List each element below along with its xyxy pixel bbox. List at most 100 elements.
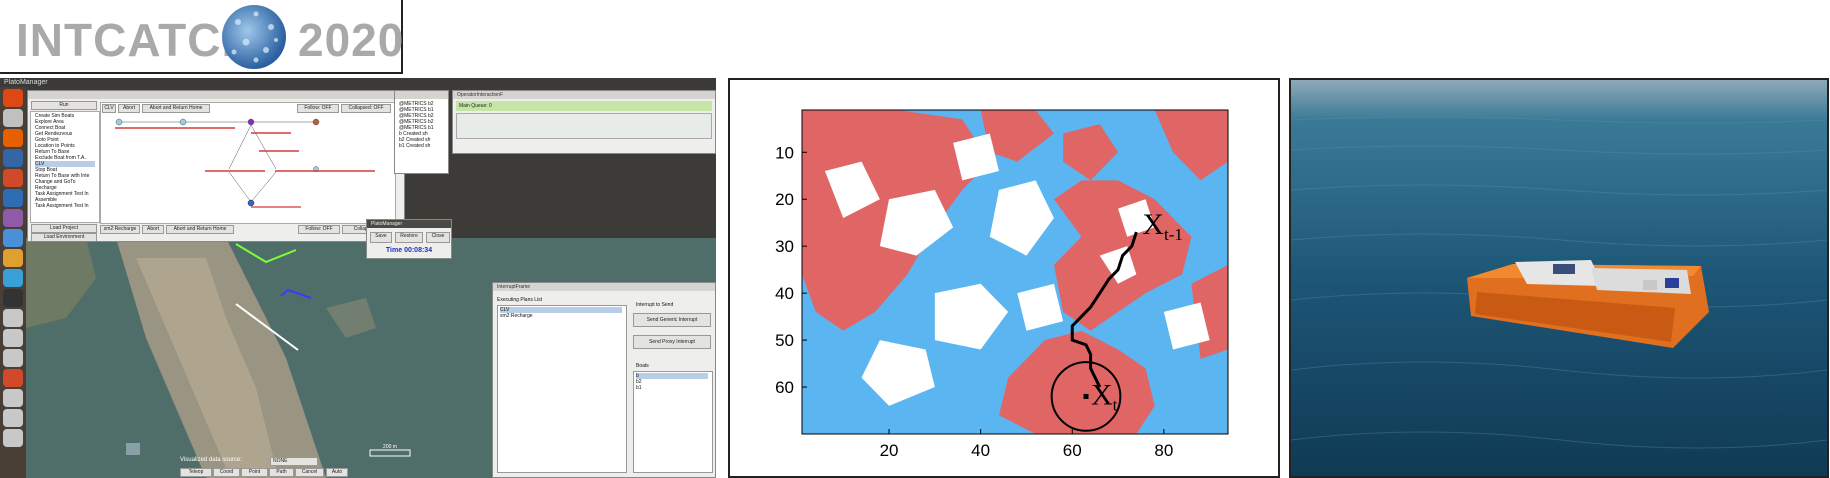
app3-icon[interactable] [3, 229, 23, 247]
menu-item[interactable]: Return To Base with Inte [35, 173, 90, 179]
elapsed-time: Time 00:08:34 [385, 247, 433, 254]
unknown-region [934, 283, 1009, 350]
load-environment-button[interactable]: Load Environment [31, 233, 97, 241]
app8-icon[interactable] [3, 369, 23, 387]
abort-return-button[interactable]: Abort and Return Home [142, 104, 210, 113]
collapsed-toggle[interactable]: Collapsed: OFF [341, 104, 391, 113]
app-icon[interactable] [3, 169, 23, 187]
boat-item[interactable]: b [636, 373, 708, 379]
executing-plan-item[interactable]: CLV [500, 307, 622, 313]
queue-panel[interactable] [456, 113, 712, 139]
unknown-region [1118, 199, 1155, 237]
menu-item[interactable]: Explore Area [35, 119, 64, 125]
sensing-circle [1050, 361, 1122, 432]
menu-item[interactable]: Location to Points [35, 143, 75, 149]
terminal2-icon[interactable] [3, 289, 23, 307]
satellite-map[interactable]: 200 m [26, 238, 716, 478]
log-line: b2 Created sh [399, 137, 431, 143]
app10-icon[interactable] [3, 409, 23, 427]
app-launcher [0, 87, 26, 478]
system-top-bar: PlatoManager [0, 78, 716, 87]
menu-item[interactable]: Change and GoTo [35, 179, 76, 185]
unknown-region [989, 180, 1054, 256]
files-icon[interactable] [3, 109, 23, 127]
cancel-button[interactable]: Cancel [295, 468, 324, 477]
app4-icon[interactable] [3, 249, 23, 267]
menu-item[interactable]: Create Sim Boats [35, 113, 75, 119]
restore-button[interactable]: Restore [395, 232, 423, 243]
run-menu-header[interactable]: Run [31, 101, 97, 110]
menu-item-selected[interactable]: CLV [35, 161, 95, 167]
log-line: @METRICS b2 [399, 119, 434, 125]
boat-item[interactable]: b2 [636, 379, 642, 385]
obstacle-region [998, 330, 1155, 434]
teleop-button[interactable]: Teleop [180, 468, 212, 477]
coord-button[interactable]: Coord [213, 468, 240, 477]
follow2-toggle[interactable]: Follow: OFF [298, 225, 340, 234]
settings-icon[interactable] [3, 189, 23, 207]
operator-interaction-window: OperatorInteractionF Main Queue: 0 [452, 90, 716, 154]
x-tick-label: 80 [1154, 441, 1173, 460]
boat-item[interactable]: b1 [636, 385, 642, 391]
menu-item[interactable]: Exclude Boat from T.A. [35, 155, 86, 161]
unknown-region [824, 161, 880, 218]
follow-toggle[interactable]: Follow: OFF [297, 104, 339, 113]
menu-item[interactable]: Goto Point [35, 137, 59, 143]
skype-icon[interactable] [3, 269, 23, 287]
executing-plans-list[interactable]: CLV sm2:Recharge [497, 305, 627, 473]
map-ticks: 20 40 60 80 10 20 30 40 50 60 [775, 109, 1229, 460]
abort-button[interactable]: Abort [118, 104, 140, 113]
send-generic-interrupt-button[interactable]: Send Generic Interrupt [633, 313, 711, 327]
log-line: @METRICS b1 [399, 107, 434, 113]
app2-icon[interactable] [3, 209, 23, 227]
save-button[interactable]: Save [370, 232, 392, 243]
data-source-select[interactable]: NONE [270, 457, 318, 466]
boats-list[interactable]: b b2 b1 [633, 371, 713, 473]
app6-icon[interactable] [3, 329, 23, 347]
plan-manager-titlebar [28, 91, 404, 99]
trash-icon[interactable] [3, 429, 23, 447]
send-proxy-interrupt-button[interactable]: Send Proxy Interrupt [633, 335, 711, 349]
ubuntu-icon[interactable] [3, 89, 23, 107]
load-project-button[interactable]: Load Project [31, 224, 97, 233]
boats-label: Boats [636, 363, 649, 369]
plan2-name-label: sm2:Recharge [100, 225, 140, 234]
point-button[interactable]: Point [241, 468, 268, 477]
close-button[interactable]: Close [426, 232, 450, 243]
plan-graph-area[interactable]: CLV Abort Abort and Return Home Follow: … [100, 102, 396, 224]
path-button[interactable]: Path [269, 468, 294, 477]
obstacle-region [980, 110, 1054, 162]
executing-plans-label: Executing Plans List [497, 297, 543, 303]
menu-item[interactable]: Return To Base [35, 149, 70, 155]
auto-button[interactable]: Auto [326, 468, 348, 477]
obstacle-region [1063, 124, 1119, 181]
abort2-button[interactable]: Abort [142, 225, 164, 234]
menu-item[interactable]: Connect Boat [35, 125, 66, 131]
app7-icon[interactable] [3, 349, 23, 367]
menu-item[interactable]: Stop Boat [35, 167, 57, 173]
firefox-icon[interactable] [3, 129, 23, 147]
log-window: @METRICS b2 @METRICS b1 @METRICS b2 @MET… [394, 90, 449, 174]
current-position-label: Xt [1091, 378, 1118, 414]
map-plot-area [802, 110, 1228, 434]
abort-return2-button[interactable]: Abort and Return Home [166, 225, 234, 234]
operator-title: OperatorInteractionF [453, 91, 715, 99]
y-tick-label: 30 [775, 237, 794, 256]
log-line: b1 Created sh [399, 143, 431, 149]
menu-item[interactable]: Task Assignment Test In [35, 203, 89, 209]
menu-item[interactable]: Task Assignment Test In [35, 191, 89, 197]
interrupt-send-label: Interrupt to Send [636, 302, 674, 308]
terminal-icon[interactable] [3, 149, 23, 167]
menu-item[interactable]: Assemble [35, 197, 57, 203]
queue-label: Main Queue: 0 [456, 101, 712, 111]
y-tick-label: 20 [775, 190, 794, 209]
app5-icon[interactable] [3, 309, 23, 327]
current-position-marker [1083, 393, 1089, 399]
menu-item[interactable]: Get Rendezvous [35, 131, 73, 137]
x-tick-label: 40 [971, 441, 990, 460]
app9-icon[interactable] [3, 389, 23, 407]
boat-icon [1467, 260, 1709, 348]
menu-item[interactable]: Recharge [35, 185, 57, 191]
intcatch-logo: INTCATCH 2020 [0, 0, 403, 74]
executing-plan-item[interactable]: sm2:Recharge [500, 313, 533, 319]
